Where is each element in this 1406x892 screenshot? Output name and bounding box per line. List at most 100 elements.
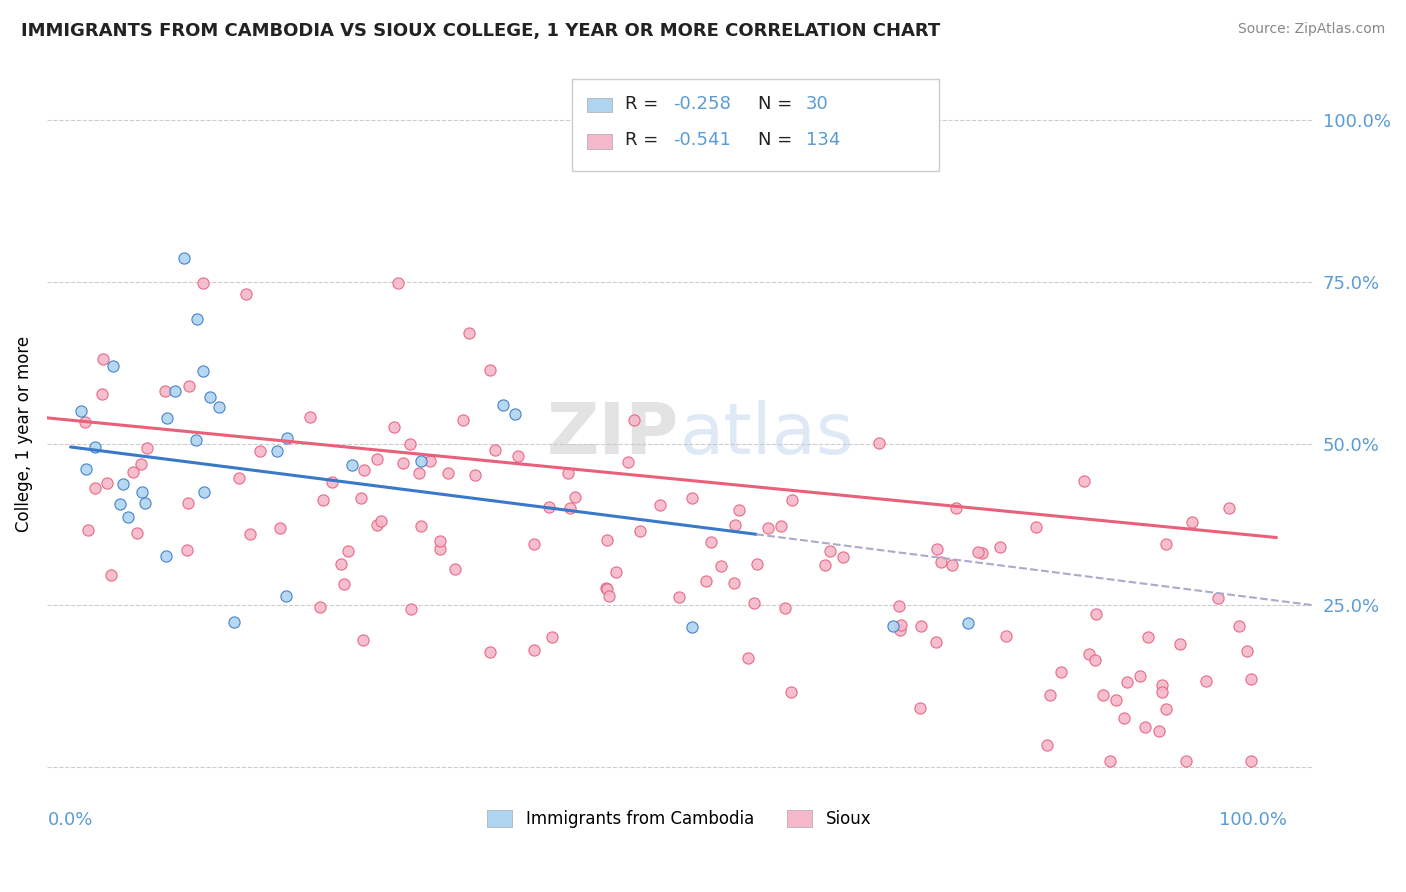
Point <box>1039 688 1062 702</box>
Point <box>308 600 330 615</box>
Point <box>832 550 855 565</box>
Point <box>484 443 506 458</box>
Text: atlas: atlas <box>679 400 853 468</box>
Point <box>1240 672 1263 686</box>
Point <box>340 458 363 472</box>
Point <box>560 500 582 515</box>
Point <box>723 576 745 591</box>
Point <box>437 466 460 480</box>
FancyBboxPatch shape <box>588 135 613 149</box>
Point <box>1025 520 1047 534</box>
Text: IMMIGRANTS FROM CAMBODIA VS SIOUX COLLEGE, 1 YEAR OR MORE CORRELATION CHART: IMMIGRANTS FROM CAMBODIA VS SIOUX COLLEG… <box>21 22 941 40</box>
Point <box>429 541 451 556</box>
Point <box>595 582 617 596</box>
Point <box>353 463 375 477</box>
Point <box>700 535 723 549</box>
Point <box>176 543 198 558</box>
Point <box>1194 674 1216 689</box>
Point <box>910 619 932 633</box>
Point <box>927 542 949 557</box>
Point <box>724 517 747 532</box>
Point <box>820 544 842 558</box>
Point <box>478 645 501 659</box>
Point <box>728 503 751 517</box>
Point <box>1105 693 1128 707</box>
Point <box>84 440 107 454</box>
Point <box>882 619 904 633</box>
Point <box>737 651 759 665</box>
Point <box>173 252 195 266</box>
Point <box>769 519 792 533</box>
Point <box>1152 678 1174 692</box>
Point <box>96 475 118 490</box>
Point <box>101 359 124 374</box>
Point <box>1168 637 1191 651</box>
Point <box>868 436 890 450</box>
Point <box>222 615 245 629</box>
Point <box>127 526 149 541</box>
Text: ZIP: ZIP <box>547 400 679 468</box>
Point <box>398 437 420 451</box>
Point <box>131 484 153 499</box>
Point <box>387 276 409 290</box>
Point <box>779 685 801 699</box>
Point <box>1206 591 1229 605</box>
Text: 30: 30 <box>806 95 828 112</box>
Point <box>1129 669 1152 683</box>
Point <box>1240 754 1263 768</box>
Point <box>193 276 215 290</box>
Point <box>541 630 564 644</box>
Point <box>366 452 388 467</box>
Point <box>186 312 208 326</box>
Y-axis label: College, 1 year or more: College, 1 year or more <box>15 336 32 533</box>
Point <box>522 537 544 551</box>
Point <box>623 413 645 427</box>
Point <box>134 496 156 510</box>
Point <box>890 617 912 632</box>
Point <box>908 701 931 715</box>
Point <box>163 384 186 398</box>
Point <box>155 549 177 563</box>
Point <box>409 519 432 533</box>
Point <box>1150 684 1173 698</box>
Point <box>995 629 1018 643</box>
Point <box>337 544 360 558</box>
Point <box>1154 702 1177 716</box>
Point <box>122 465 145 479</box>
Point <box>598 589 620 603</box>
Text: N =: N = <box>758 95 797 112</box>
Point <box>274 589 297 603</box>
Point <box>557 467 579 481</box>
Point <box>298 409 321 424</box>
Point <box>668 590 690 604</box>
Text: R =: R = <box>626 95 664 112</box>
Point <box>596 582 619 596</box>
Point <box>1085 607 1108 621</box>
Point <box>75 462 97 476</box>
Point <box>429 533 451 548</box>
Point <box>782 492 804 507</box>
Point <box>695 574 717 589</box>
Point <box>69 404 91 418</box>
Point <box>681 620 703 634</box>
Point <box>382 420 405 434</box>
Point <box>312 493 335 508</box>
Point <box>1049 665 1071 679</box>
Point <box>814 558 837 572</box>
Point <box>84 481 107 495</box>
Point <box>100 568 122 582</box>
Point <box>350 491 373 505</box>
Point <box>945 501 967 516</box>
Point <box>1084 653 1107 667</box>
Point <box>419 453 441 467</box>
Point <box>443 562 465 576</box>
Point <box>136 442 159 456</box>
Text: N =: N = <box>758 131 797 149</box>
Point <box>1112 711 1135 725</box>
Point <box>352 632 374 647</box>
Point <box>458 326 481 340</box>
Point <box>239 527 262 541</box>
Point <box>249 444 271 458</box>
Point <box>156 411 179 425</box>
Point <box>925 635 948 649</box>
